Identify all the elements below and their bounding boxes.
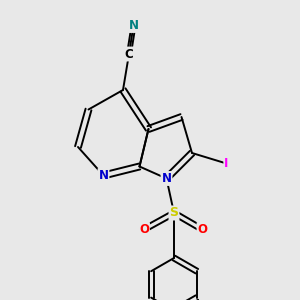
Text: O: O (197, 223, 208, 236)
Text: S: S (169, 206, 178, 220)
Text: O: O (139, 223, 149, 236)
Text: I: I (224, 157, 229, 170)
Text: N: N (128, 19, 139, 32)
Text: C: C (124, 47, 134, 61)
Text: N: N (161, 172, 172, 185)
Text: N: N (98, 169, 109, 182)
